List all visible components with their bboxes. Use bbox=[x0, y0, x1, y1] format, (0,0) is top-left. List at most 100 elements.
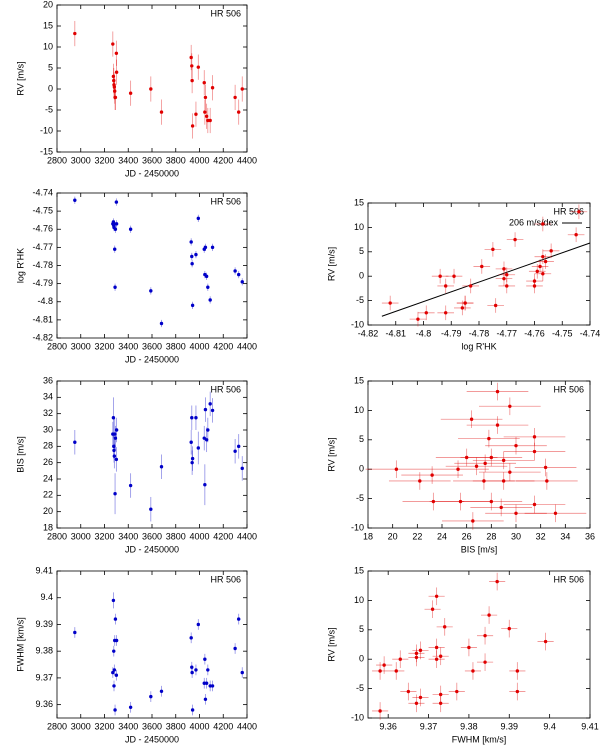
data-point bbox=[196, 622, 201, 627]
data-point bbox=[73, 31, 77, 36]
data-point bbox=[190, 665, 194, 669]
data-point bbox=[505, 273, 509, 277]
x-tick-label: 3200 bbox=[94, 531, 114, 541]
panel: -4.82 -4.81 -4.8 -4.79 -4.78 -4.77 -4.76 -4.75-… bbox=[326, 197, 600, 351]
data-point bbox=[190, 670, 194, 675]
data-point bbox=[114, 200, 119, 204]
data-point bbox=[203, 245, 208, 250]
x-tick-label: 3800 bbox=[166, 721, 186, 731]
data-point bbox=[194, 252, 198, 257]
x-tick-label: 3400 bbox=[118, 531, 138, 541]
data-point bbox=[208, 684, 212, 688]
panel: 2800 3000 3200 3400 3600 3800 4000 4200 4400-4.8… bbox=[15, 187, 257, 364]
y-axis-label: RV [m/s] bbox=[326, 247, 336, 281]
data-point bbox=[113, 708, 117, 712]
data-point bbox=[112, 684, 116, 688]
y-tick-label: 10 bbox=[354, 595, 364, 605]
data-point bbox=[190, 64, 194, 68]
y-tick-label: -10 bbox=[351, 712, 364, 722]
panel: 18 20 22 24 26 28 30 32 34 36 -10 -5 0 5 10 15 BIS [m/s]… bbox=[326, 375, 595, 554]
data-point bbox=[378, 669, 382, 673]
data-point bbox=[491, 247, 495, 252]
data-point bbox=[549, 249, 553, 253]
data-point bbox=[194, 668, 198, 672]
data-point bbox=[463, 301, 467, 305]
y-axis-label: BIS [m/s] bbox=[15, 436, 25, 473]
data-point bbox=[233, 646, 237, 651]
x-tick-label: 3000 bbox=[71, 531, 91, 541]
data-point bbox=[532, 279, 537, 283]
x-axis-label: JD - 2450000 bbox=[125, 354, 179, 364]
x-tick-label: 36 bbox=[585, 531, 595, 541]
data-point bbox=[204, 438, 209, 442]
y-axis-label: FWHM [km/s] bbox=[15, 617, 25, 672]
x-tick-label: 3000 bbox=[71, 721, 91, 731]
data-point bbox=[431, 499, 436, 504]
data-point bbox=[190, 261, 194, 266]
panel: 2800 3000 3200 3400 3600 3800 4000 4200 44001820… bbox=[15, 375, 257, 554]
data-point bbox=[543, 259, 548, 264]
panel-title: HR 506 bbox=[553, 574, 584, 584]
data-point bbox=[111, 74, 116, 79]
data-point bbox=[240, 670, 244, 675]
data-point bbox=[204, 681, 209, 685]
y-tick-label: 9.39 bbox=[35, 619, 53, 629]
x-tick-label: 4000 bbox=[189, 531, 209, 541]
plot-frame bbox=[367, 380, 591, 529]
x-tick-label: 9.36 bbox=[379, 721, 397, 731]
data-point bbox=[438, 692, 443, 697]
x-tick-label: 3200 bbox=[94, 721, 114, 731]
y-tick-label: 5 bbox=[359, 624, 364, 634]
data-point bbox=[515, 669, 520, 673]
x-tick-label: 9.38 bbox=[460, 721, 478, 731]
data-point bbox=[543, 639, 548, 644]
x-tick-label: 4400 bbox=[237, 155, 257, 165]
data-point bbox=[495, 389, 500, 394]
data-point bbox=[545, 479, 549, 483]
data-point bbox=[202, 681, 206, 685]
x-tick-label: 9.41 bbox=[581, 721, 599, 731]
y-tick-label: -5 bbox=[45, 104, 53, 114]
data-point bbox=[553, 511, 558, 515]
y-tick-label: -4.74 bbox=[32, 187, 53, 197]
data-point bbox=[189, 440, 193, 444]
x-tick-label: -4.75 bbox=[552, 328, 573, 338]
x-tick-label: 4000 bbox=[189, 721, 209, 731]
data-point bbox=[236, 272, 241, 277]
data-point bbox=[113, 432, 117, 436]
fit-line bbox=[381, 242, 591, 317]
data-point bbox=[233, 269, 237, 273]
y-tick-label: 10 bbox=[43, 41, 53, 51]
data-point bbox=[114, 428, 119, 432]
data-point bbox=[206, 428, 210, 432]
y-tick-label: 0 bbox=[48, 83, 53, 93]
data-point bbox=[444, 284, 448, 288]
y-tick-label: -5 bbox=[356, 493, 364, 503]
data-point bbox=[190, 254, 194, 259]
x-tick-label: 4400 bbox=[237, 341, 257, 351]
data-point bbox=[203, 95, 208, 100]
y-tick-label: -4.77 bbox=[32, 242, 53, 252]
data-point bbox=[483, 660, 487, 664]
y-axis-label: RV [m/s] bbox=[326, 627, 336, 661]
data-point bbox=[113, 492, 117, 496]
data-point bbox=[112, 444, 116, 449]
data-point bbox=[159, 689, 164, 693]
data-point bbox=[483, 461, 487, 466]
data-point bbox=[483, 633, 487, 638]
data-point bbox=[574, 233, 578, 237]
y-tick-label: 34 bbox=[43, 392, 53, 402]
legend-label: 206 m/s/dex bbox=[509, 217, 559, 227]
y-tick-label: 9.4 bbox=[40, 592, 53, 602]
data-point bbox=[206, 118, 210, 123]
y-tick-label: -4.82 bbox=[32, 332, 53, 342]
data-point bbox=[149, 87, 153, 91]
panel-title: HR 506 bbox=[210, 384, 241, 394]
data-point bbox=[206, 285, 210, 289]
data-point bbox=[394, 669, 398, 673]
data-point bbox=[113, 617, 118, 621]
data-point bbox=[128, 227, 133, 231]
x-tick-label: 20 bbox=[388, 531, 398, 541]
data-point bbox=[113, 227, 118, 231]
x-tick-label: 3800 bbox=[166, 531, 186, 541]
